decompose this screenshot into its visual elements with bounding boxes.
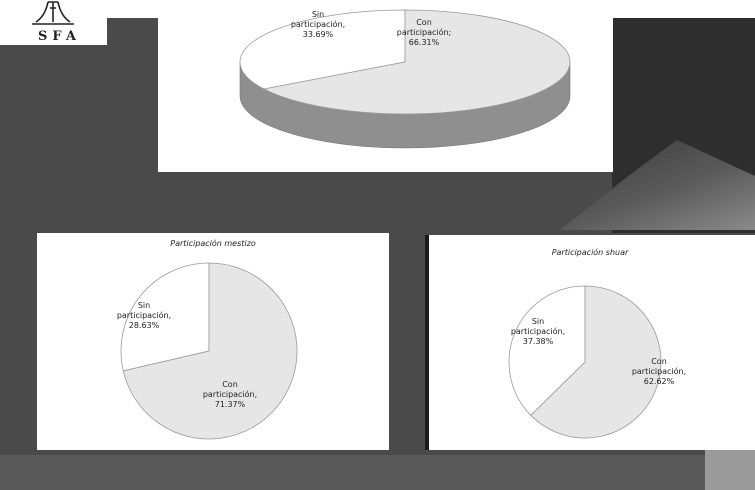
slice-label-sin: Sin participación, 33.69% [273, 10, 363, 40]
slice-label-line: 33.69% [302, 30, 334, 39]
slice-label-line: Con [222, 380, 238, 389]
slice-label-line: Sin [311, 10, 325, 19]
pie-slice-con [262, 9, 571, 115]
logo-text: SFA [38, 29, 81, 44]
chart-title: Participación mestizo [170, 239, 256, 248]
slice-label-line: 66.31% [408, 38, 440, 47]
slice-label-line: participación, [510, 327, 566, 336]
slice-label-line: participación, [116, 311, 172, 320]
card-edge [425, 235, 429, 450]
chart-shuar: Participación shuar Sin participación, 37.… [425, 235, 755, 450]
chart-title: Participación shuar [551, 248, 629, 257]
background-bottom-band [0, 455, 755, 490]
slice-label-line: participación, [202, 390, 258, 399]
chart-total: Sin participación, 33.69% Con participación;… [158, 0, 613, 172]
pie-slice-sin [120, 262, 210, 372]
pie-shuar-svg [508, 285, 662, 439]
pie-mestizo-svg [120, 262, 298, 440]
logo: SFA [0, 0, 107, 45]
slice-label-line: Sin [137, 301, 151, 310]
pie-slice-sin [508, 285, 586, 416]
slice-label-line: Con [651, 357, 667, 366]
slice-label-line: participación, [290, 20, 346, 29]
slice-label-con: Con participación, 62.62% [614, 357, 704, 387]
pie-slice-con [530, 285, 662, 439]
slice-label-con: Con participación, 71.37% [185, 380, 275, 410]
slice-label-line: 37.38% [522, 337, 554, 346]
slice-label-sin: Sin participación, 37.38% [493, 317, 583, 347]
slice-label-line: Sin [531, 317, 545, 326]
slice-label-line: 62.62% [643, 377, 675, 386]
slice-label-con: Con participación; 66.31% [379, 18, 469, 48]
slice-label-line: 28.63% [128, 321, 160, 330]
slice-label-line: 71.37% [214, 400, 246, 409]
chart-mestizo: Participación mestizo Sin participación, 2… [37, 233, 389, 450]
pie-slice-con [122, 262, 298, 440]
slice-label-line: participación; [396, 28, 452, 37]
pie-slice-sin [239, 9, 406, 90]
logo-emblem-icon [32, 1, 74, 25]
slice-label-line: participación, [631, 367, 687, 376]
slice-label-sin: Sin participación, 28.63% [99, 301, 189, 331]
pie-total-svg [239, 9, 571, 149]
slice-label-line: Con [416, 18, 432, 27]
